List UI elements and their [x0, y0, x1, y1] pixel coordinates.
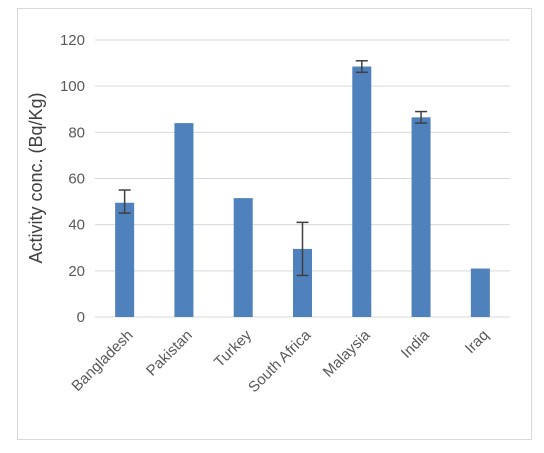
- bar-south-africa: [293, 248, 312, 317]
- error-bars: [118, 60, 428, 277]
- error-bar: [296, 221, 309, 277]
- y-tick-label: 20: [68, 263, 85, 280]
- bar-india: [411, 117, 431, 318]
- error-bar: [415, 110, 428, 124]
- y-axis-title: Activity conc. (Bq/Kg): [26, 92, 46, 263]
- chart-frame: [17, 8, 532, 440]
- bar-bangladesh: [115, 202, 135, 317]
- error-bar: [355, 60, 368, 74]
- bar-iraq: [470, 268, 490, 317]
- x-category-label: South Africa: [245, 326, 315, 396]
- bar-malaysia: [352, 66, 372, 317]
- error-bar: [118, 189, 131, 214]
- x-category-label: Malaysia: [320, 326, 374, 380]
- x-category-label: Bangladesh: [68, 327, 136, 395]
- x-category-label: India: [398, 326, 433, 361]
- bar-pakistan: [174, 123, 194, 317]
- y-tick-label: 40: [68, 217, 85, 234]
- y-tick-label: 100: [60, 78, 85, 95]
- x-category-label: Iraq: [462, 327, 492, 357]
- x-category-label: Turkey: [211, 326, 255, 370]
- y-tick-labels: 0 20 40 60 80 100 120: [60, 32, 85, 326]
- y-tick-label: 0: [77, 309, 85, 326]
- x-category-label: Pakistan: [143, 327, 196, 380]
- bars: [115, 66, 490, 318]
- gridlines: [95, 39, 510, 318]
- y-tick-label: 60: [68, 171, 85, 188]
- bar-turkey: [233, 198, 253, 317]
- y-tick-label: 120: [60, 32, 85, 49]
- y-tick-label: 80: [68, 124, 85, 141]
